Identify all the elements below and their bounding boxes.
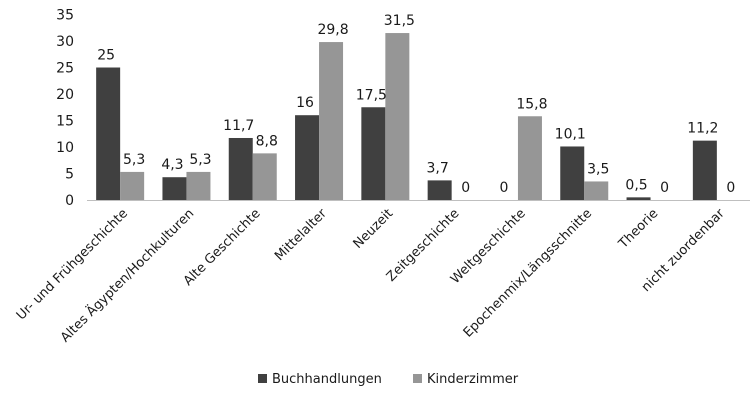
y-tick-label: 25: [56, 61, 74, 77]
data-label: 17,5: [356, 87, 387, 103]
bar-kinderzimmer: [120, 171, 145, 200]
data-label: 3,7: [427, 160, 449, 176]
data-label: 11,7: [223, 118, 254, 134]
y-tick-label: 5: [65, 167, 74, 183]
category-label: Altes Ägypten/Hochkulturen: [57, 206, 197, 346]
data-label: 3,5: [587, 161, 609, 177]
legend-label: Kinderzimmer: [427, 372, 519, 387]
y-tick-label: 20: [56, 87, 74, 103]
bar-kinderzimmer: [517, 116, 542, 200]
y-tick-label: 10: [56, 140, 74, 156]
bar-kinderzimmer: [252, 153, 277, 200]
y-tick-label: 30: [56, 34, 74, 50]
data-label: 15,8: [516, 96, 547, 112]
data-label: 0: [660, 180, 669, 196]
data-label: 4,3: [161, 157, 183, 173]
bar-kinderzimmer: [584, 181, 609, 200]
y-tick-label: 35: [56, 8, 74, 24]
y-tick-label: 0: [65, 193, 74, 209]
category-label: Neuzeit: [351, 206, 397, 252]
data-label: 8,8: [256, 133, 278, 149]
data-label: 0,5: [625, 177, 647, 193]
data-label: 25: [97, 48, 115, 64]
category-label: Ur- und Frühgeschichte: [14, 206, 131, 323]
bar-kinderzimmer: [385, 33, 410, 200]
legend-label: Buchhandlungen: [272, 372, 382, 387]
bar-buchhandlungen: [228, 137, 253, 200]
y-tick-label: 15: [56, 114, 74, 130]
bar-kinderzimmer: [319, 42, 344, 201]
data-labels: 25 5,3 4,3 5,3 11,78,8 16 29,8 17,5 31,5 3,7 0 0 15,…: [97, 13, 735, 196]
bar-kinderzimmer: [186, 171, 211, 200]
data-label: 31,5: [384, 13, 415, 29]
data-label: 16: [296, 95, 314, 111]
legend: Buchhandlungen Kinderzimmer: [258, 372, 519, 387]
data-label: 5,3: [189, 152, 211, 168]
category-label: Mittelalter: [272, 206, 330, 264]
data-label: 10,1: [555, 126, 586, 142]
category-label: Epochenmix/Längsschnitte: [461, 206, 595, 340]
data-label: 29,8: [317, 22, 348, 38]
bar-buchhandlungen: [96, 67, 121, 200]
bar-buchhandlungen: [162, 177, 187, 200]
y-axis-ticks: 0 5 10 15 20 25 30 35: [56, 8, 74, 210]
data-label: 5,3: [123, 152, 145, 168]
category-label: Theorie: [615, 206, 661, 252]
data-label: 0: [461, 180, 470, 196]
bar-buchhandlungen: [361, 107, 386, 200]
bar-group: [96, 33, 717, 201]
bar-buchhandlungen: [692, 140, 717, 200]
data-label: 0: [726, 180, 735, 196]
data-label: 11,2: [687, 121, 718, 137]
bar-buchhandlungen: [626, 197, 651, 200]
data-label: 0: [499, 180, 508, 196]
legend-swatch: [258, 374, 267, 383]
bar-buchhandlungen: [295, 115, 320, 200]
bar-buchhandlungen: [560, 146, 585, 200]
bar-buchhandlungen: [427, 180, 452, 200]
legend-swatch: [413, 374, 422, 383]
